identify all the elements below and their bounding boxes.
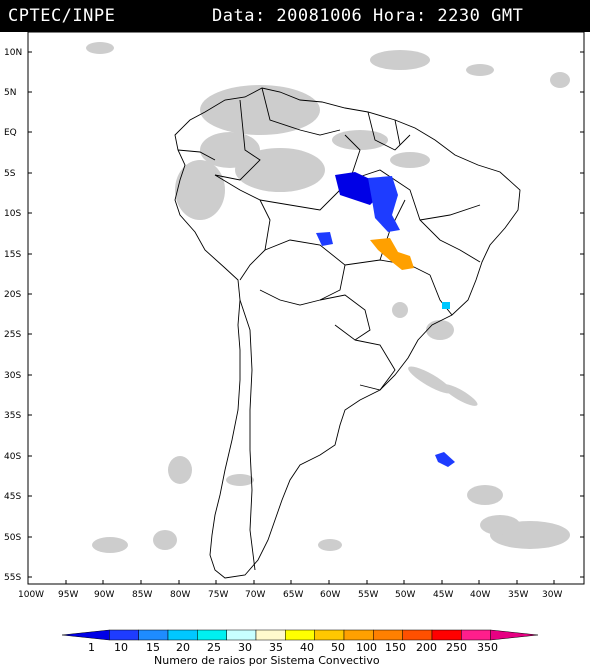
border-paraguay — [319, 294, 371, 341]
lon-label: 50W — [395, 590, 415, 600]
lon-label: 35W — [508, 590, 528, 600]
lat-label: 35S — [4, 411, 21, 421]
lat-label: 10N — [4, 48, 22, 58]
legend-swatch — [343, 629, 374, 641]
lon-label: 55W — [358, 590, 378, 600]
lat-label: 45S — [4, 492, 21, 502]
border-ecuador — [177, 149, 216, 161]
border-colombia — [214, 99, 261, 181]
legend-label: 30 — [238, 641, 252, 654]
border-brazil-west — [259, 134, 361, 211]
lon-label: 30W — [542, 590, 562, 600]
storm-bolivia-border — [316, 232, 333, 246]
lat-label: 30S — [4, 371, 21, 381]
legend-swatch — [138, 629, 169, 641]
legend-swatch — [167, 629, 198, 641]
border-argentina-chile — [239, 299, 256, 571]
lon-label: 70W — [245, 590, 265, 600]
legend-swatch — [61, 629, 110, 641]
south-america-coast — [174, 87, 521, 579]
cloud-layer — [86, 42, 570, 553]
legend-title: Numero de raios por Sistema Convectivo — [154, 654, 380, 667]
legend-label: 35 — [269, 641, 283, 654]
lon-label: 80W — [170, 590, 190, 600]
lat-label: 20S — [4, 290, 21, 300]
border-uruguay — [354, 339, 396, 391]
legend-label: 50 — [331, 641, 345, 654]
storm-mato-grosso-orange — [370, 238, 414, 270]
legend-label: 1 — [88, 641, 95, 654]
legend-label: 20 — [176, 641, 190, 654]
lat-label: 25S — [4, 330, 21, 340]
legend-swatch — [461, 629, 491, 641]
legend-swatch — [197, 629, 227, 641]
lon-axis: 100W 95W 90W 85W 80W 75W 70W 65W 60W 55W… — [18, 580, 562, 600]
lon-label: 65W — [283, 590, 303, 600]
lat-label: 5N — [4, 88, 16, 98]
legend-label: 350 — [477, 641, 498, 654]
lat-label: 40S — [4, 452, 21, 462]
storm-south-atlantic-blue — [435, 452, 455, 467]
legend-swatch — [255, 629, 286, 641]
map-header: CPTEC/INPE Data: 20081006 Hora: 2230 GMT — [0, 0, 590, 32]
source-label: CPTEC/INPE — [8, 6, 116, 26]
lat-label: 10S — [4, 209, 21, 219]
legend-swatch — [373, 629, 403, 641]
lon-label: 100W — [18, 590, 44, 600]
legend-label: 10 — [114, 641, 128, 654]
legend-swatch — [431, 629, 462, 641]
border-venezuela — [261, 87, 341, 136]
legend-label: 15 — [146, 641, 160, 654]
lon-label: 85W — [132, 590, 152, 600]
lat-label: EQ — [4, 128, 17, 138]
lat-axis: 10N 5N EQ 5S 10S 15S 20S 25S 30S 35S 40S… — [4, 48, 584, 583]
color-legend — [61, 629, 539, 641]
lon-label: 75W — [208, 590, 228, 600]
border-bolivia — [259, 239, 346, 306]
legend-label: 200 — [416, 641, 437, 654]
legend-label: 40 — [300, 641, 314, 654]
lon-label: 45W — [433, 590, 453, 600]
legend-swatch — [109, 629, 139, 641]
convective-systems — [316, 172, 455, 467]
border-guianas — [367, 111, 411, 151]
legend-swatch — [226, 629, 257, 641]
legend-swatch — [314, 629, 345, 641]
legend-label: 150 — [385, 641, 406, 654]
datetime-label: Data: 20081006 Hora: 2230 GMT — [212, 6, 524, 26]
border-peru — [214, 174, 271, 281]
legend-swatch — [285, 629, 315, 641]
legend-label: 250 — [446, 641, 467, 654]
lon-label: 90W — [94, 590, 114, 600]
lon-label: 40W — [470, 590, 490, 600]
lat-label: 50S — [4, 533, 21, 543]
legend-label: 25 — [207, 641, 221, 654]
storm-sao-paulo-cyan — [442, 302, 450, 309]
legend-label: 100 — [356, 641, 377, 654]
lon-label: 95W — [58, 590, 78, 600]
lat-label: 55S — [4, 573, 21, 583]
lat-label: 5S — [4, 169, 16, 179]
legend-labels: 1 10 15 20 25 30 35 40 50 100 150 200 25… — [88, 641, 498, 654]
legend-swatch — [402, 629, 433, 641]
legend-swatch — [490, 629, 539, 641]
storm-central-brazil-north-2 — [368, 176, 400, 232]
lon-label: 60W — [320, 590, 340, 600]
lat-label: 15S — [4, 250, 21, 260]
